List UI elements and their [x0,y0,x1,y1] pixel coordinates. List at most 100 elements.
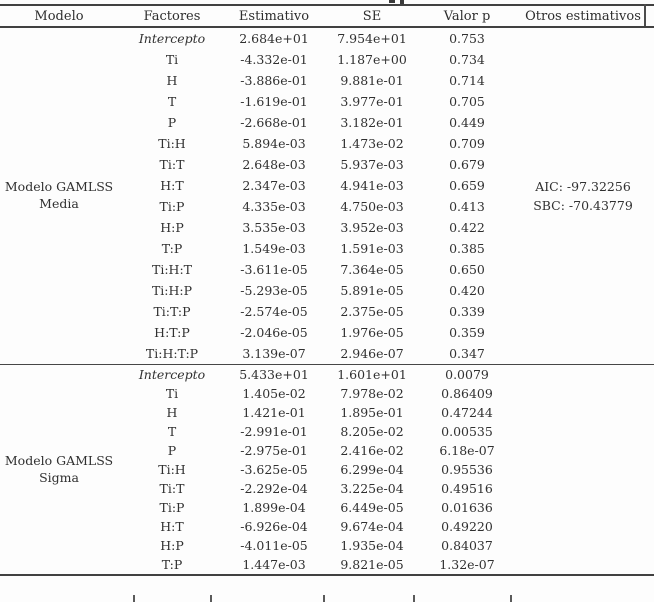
table-row: H:T -6.926e-04 9.674e-04 0.49220 [0,517,654,536]
estimate-cell: -2.046e-05 [240,325,308,340]
estimate-cell: 3.535e-03 [242,220,306,235]
p-cell: 0.659 [449,178,485,193]
se-cell: 1.976e-05 [340,325,404,340]
clipped-next-table-border [323,595,325,602]
p-cell: 1.32e-07 [439,557,495,572]
model-label: Modelo GAMLSS Media [4,179,114,211]
factor-cell: H [166,405,178,420]
se-cell: 7.978e-02 [340,386,404,401]
p-cell: 0.413 [449,199,485,214]
model-label: Modelo GAMLSS Sigma [4,452,114,485]
table-row: T:P 1.549e-03 1.591e-03 0.385 [0,238,654,259]
table-row: Ti:P 1.899e-04 6.449e-05 0.01636 [0,498,654,517]
table-row: T:P 1.447e-03 9.821e-05 1.32e-07 [0,555,654,575]
table-row: Ti:H 5.894e-03 1.473e-02 0.709 [0,133,654,154]
se-cell: 3.977e-01 [340,94,404,109]
p-cell: 0.753 [449,31,485,46]
factor-cell: H:T [160,178,184,193]
table-row: Ti:T -2.292e-04 3.225e-04 0.49516 [0,479,654,498]
estimate-cell: 1.447e-03 [242,557,306,572]
factor-cell: Ti [165,52,179,67]
gamlss-results-table: Modelo Factores Estimativo SE Valor p Otros e… [0,4,654,576]
table-row: Ti:H -3.625e-05 6.299e-04 0.95536 [0,460,654,479]
estimate-cell: -4.332e-01 [240,52,308,67]
se-cell: 4.941e-03 [340,178,404,193]
p-cell: 0.714 [449,73,485,88]
p-cell: 0.47244 [441,405,493,420]
p-cell: 0.385 [449,241,485,256]
estimate-cell: 5.894e-03 [242,136,306,151]
factor-cell: Ti:T:P [153,304,191,319]
p-cell: 0.734 [449,52,485,67]
estimate-cell: 1.421e-01 [242,405,306,420]
estimate-cell: 2.648e-03 [242,157,306,172]
factor-cell: H:P [160,220,184,235]
table-row: H:T 2.347e-03 4.941e-03 0.659 [0,175,654,196]
factor-cell: Ti:P [159,500,185,515]
p-cell: 0.347 [449,346,485,361]
column-header: SE [322,4,422,28]
se-cell: 1.895e-01 [340,405,404,420]
p-cell: 0.359 [449,325,485,340]
table-row: Ti:P 4.335e-03 4.750e-03 0.413 [0,196,654,217]
p-cell: 0.705 [449,94,485,109]
group-media: Modelo GAMLSS Media Intercepto 2.684e+01 7.9… [0,27,654,365]
factor-cell: P [167,443,177,458]
se-cell: 2.375e-05 [340,304,404,319]
estimate-cell: -3.611e-05 [240,262,308,277]
clipped-caption-fragment [389,0,395,3]
table-row: P -2.668e-01 3.182e-01 0.449 [0,112,654,133]
column-header: Valor p [422,4,512,28]
factor-cell: Ti [165,386,179,401]
table-row: T -2.991e-01 8.205e-02 0.00535 [0,422,654,441]
p-cell: 0.86409 [441,386,493,401]
se-cell: 9.821e-05 [340,557,404,572]
se-cell: 7.364e-05 [340,262,404,277]
se-cell: 1.187e+00 [337,52,407,67]
estimate-cell: -2.292e-04 [240,481,308,496]
se-cell: 4.750e-03 [340,199,404,214]
se-cell: 5.937e-03 [340,157,404,172]
estimate-cell: -2.574e-05 [240,304,308,319]
estimate-cell: 1.405e-02 [242,386,306,401]
table-row: H 1.421e-01 1.895e-01 0.47244 [0,403,654,422]
table-row: Ti -4.332e-01 1.187e+00 0.734 [0,49,654,70]
table-row: Ti:H:T -3.611e-05 7.364e-05 0.650 [0,259,654,280]
factor-cell: T [167,424,177,439]
table-row: H:P -4.011e-05 1.935e-04 0.84037 [0,536,654,555]
se-cell: 9.674e-04 [340,519,404,534]
factor-cell: Ti:H [158,462,186,477]
se-cell: 9.881e-01 [340,73,404,88]
estimate-cell: -2.668e-01 [240,115,308,130]
header-right-border-segment [644,4,646,26]
column-header: Modelo [0,4,118,28]
group-sigma: Modelo GAMLSS Sigma Intercepto 5.433e+01 1.6… [0,364,654,576]
p-cell: 0.0079 [445,367,489,382]
estimate-cell: -3.886e-01 [240,73,308,88]
p-cell: 0.339 [449,304,485,319]
factor-cell: H [166,73,178,88]
factor-cell: Intercepto [138,31,206,46]
p-cell: 0.422 [449,220,485,235]
table-row: Ti 1.405e-02 7.978e-02 0.86409 [0,384,654,403]
estimate-cell: 2.684e+01 [239,31,309,46]
factor-cell: H:P [160,538,184,553]
table-row: H:T:P -2.046e-05 1.976e-05 0.359 [0,322,654,343]
factor-cell: Ti:P [159,199,185,214]
other-estimates [512,365,654,576]
estimate-cell: -4.011e-05 [240,538,308,553]
table-row: T -1.619e-01 3.977e-01 0.705 [0,91,654,112]
table-row: Modelo GAMLSS Media Intercepto 2.684e+01 7.9… [0,27,654,213]
column-header: Factores [118,4,226,28]
factor-cell: T:P [161,241,183,256]
factor-cell: Ti:T [159,481,185,496]
factor-cell: P [167,115,177,130]
factor-cell: Ti:T [159,157,185,172]
table-header: Modelo Factores Estimativo SE Valor p Otros e… [0,4,654,28]
se-cell: 1.473e-02 [340,136,404,151]
factor-cell: Ti:H:T:P [145,346,199,361]
p-cell: 0.420 [449,283,485,298]
column-header: Estimativo [226,4,322,28]
estimate-cell: 4.335e-03 [242,199,306,214]
